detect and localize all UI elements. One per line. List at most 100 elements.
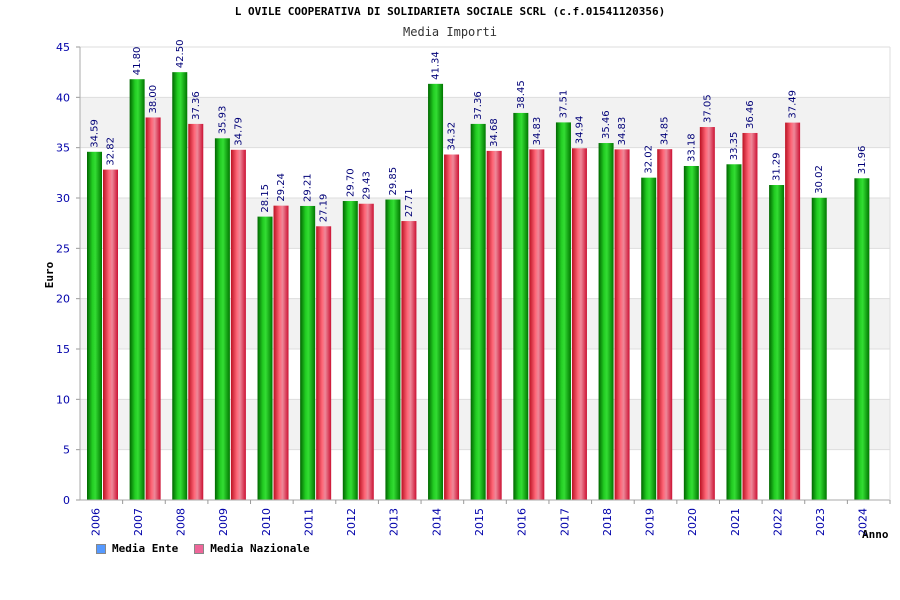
legend-item-ente: Media Ente [96, 542, 178, 555]
bar-media-nazionale [614, 149, 630, 501]
y-tick-label: 20 [56, 293, 70, 306]
bars [87, 72, 870, 501]
data-label: 34.79 [233, 117, 244, 146]
y-tick-label: 10 [56, 393, 70, 406]
x-tick-label: 2016 [516, 508, 529, 536]
bar-media-nazionale [316, 226, 332, 500]
bar-media-nazionale [401, 221, 417, 500]
x-tick-label: 2014 [430, 508, 443, 536]
y-tick-label: 5 [63, 444, 70, 457]
data-label: 34.32 [447, 122, 458, 151]
data-label: 30.02 [814, 165, 825, 194]
legend: Media Ente Media Nazionale [96, 542, 310, 555]
y-tick-label: 35 [56, 142, 70, 155]
bar-media-ente [555, 122, 571, 501]
bar-media-nazionale [486, 150, 502, 500]
bar-media-ente [470, 123, 486, 500]
bar-media-ente [854, 178, 870, 500]
bar-media-nazionale [188, 123, 204, 500]
y-axis-title: Euro [43, 261, 56, 288]
data-label: 31.96 [857, 146, 868, 175]
data-label: 42.50 [175, 40, 186, 69]
data-label: 29.70 [345, 168, 356, 197]
x-tick-label: 2024 [857, 508, 870, 536]
data-label: 34.68 [489, 118, 500, 147]
bar-media-nazionale [145, 117, 161, 500]
data-label: 32.02 [644, 145, 655, 174]
y-tick-label: 30 [56, 192, 70, 205]
x-tick-label: 2017 [558, 508, 571, 536]
data-label: 35.93 [217, 106, 228, 135]
bar-media-ente [769, 185, 785, 500]
y-tick-label: 25 [56, 242, 70, 255]
x-tick-label: 2021 [729, 508, 742, 536]
bar-media-nazionale [529, 149, 545, 501]
x-tick-label: 2013 [388, 508, 401, 536]
bar-media-ente [428, 83, 444, 501]
data-label: 29.24 [276, 173, 287, 202]
bar-media-ente [513, 112, 529, 500]
bar-media-ente [683, 165, 699, 500]
bar-media-ente [726, 164, 742, 500]
data-label: 32.82 [106, 137, 117, 166]
data-labels: 34.59 32.82 41.80 38.00 42.50 37.36 35.93 34.79… [90, 40, 868, 223]
x-tick-label: 2019 [644, 508, 657, 536]
y-tick-label: 40 [56, 91, 70, 104]
legend-swatch-nazionale [194, 543, 205, 554]
data-label: 37.05 [702, 94, 713, 123]
data-label: 29.43 [361, 171, 372, 200]
data-label: 34.94 [574, 116, 585, 145]
x-tick-label: 2006 [89, 508, 102, 536]
bar-media-nazionale [742, 132, 758, 500]
y-tick-label: 45 [56, 41, 70, 54]
bar-media-ente [214, 138, 230, 500]
data-label: 37.49 [788, 90, 799, 119]
legend-label-nazionale: Media Nazionale [210, 542, 310, 555]
data-label: 28.15 [260, 184, 271, 213]
y-tick-label: 15 [56, 343, 70, 356]
x-tick-label: 2022 [771, 508, 784, 536]
chart-title: L OVILE COOPERATIVA DI SOLIDARIETA SOCIA… [234, 5, 666, 18]
bar-media-ente [385, 199, 401, 500]
bar-media-ente [300, 205, 316, 500]
x-axis-title: Anno [862, 528, 889, 541]
bar-media-nazionale [571, 148, 587, 500]
x-tick-label: 2011 [302, 508, 315, 536]
bar-media-nazionale [785, 122, 801, 500]
y-tick-label: 0 [63, 494, 70, 507]
bar-media-nazionale [273, 205, 289, 500]
bar-media-ente [172, 72, 188, 501]
bar-media-ente [342, 201, 358, 500]
data-label: 33.18 [686, 133, 697, 162]
data-label: 29.21 [303, 173, 314, 202]
x-tick-label: 2015 [473, 508, 486, 536]
bar-media-nazionale [103, 169, 118, 500]
data-label: 27.71 [404, 188, 415, 217]
data-label: 34.83 [617, 117, 628, 146]
legend-swatch-ente [96, 543, 106, 554]
data-label: 31.29 [772, 152, 783, 181]
data-label: 37.36 [473, 91, 484, 120]
x-tick-label: 2020 [686, 508, 699, 536]
bar-media-nazionale [657, 149, 673, 500]
bar-media-ente [598, 143, 614, 500]
bar-media-ente [87, 151, 102, 500]
data-label: 37.51 [558, 90, 569, 119]
data-label: 29.85 [388, 167, 399, 196]
bar-media-nazionale [444, 154, 460, 500]
x-tick-label: 2008 [175, 508, 188, 536]
data-label: 34.59 [90, 119, 101, 148]
x-tick-label: 2018 [601, 508, 614, 536]
bar-media-ente [129, 79, 145, 501]
legend-label-ente: Media Ente [112, 542, 179, 555]
bar-media-nazionale [699, 127, 715, 500]
data-label: 35.46 [601, 110, 612, 139]
bar-media-ente [257, 216, 273, 500]
data-label: 34.83 [532, 117, 543, 146]
data-label: 36.46 [745, 100, 756, 129]
bar-media-nazionale [230, 149, 246, 500]
data-label: 27.19 [319, 194, 330, 223]
data-label: 38.45 [516, 80, 527, 109]
x-tick-label: 2010 [260, 508, 273, 536]
